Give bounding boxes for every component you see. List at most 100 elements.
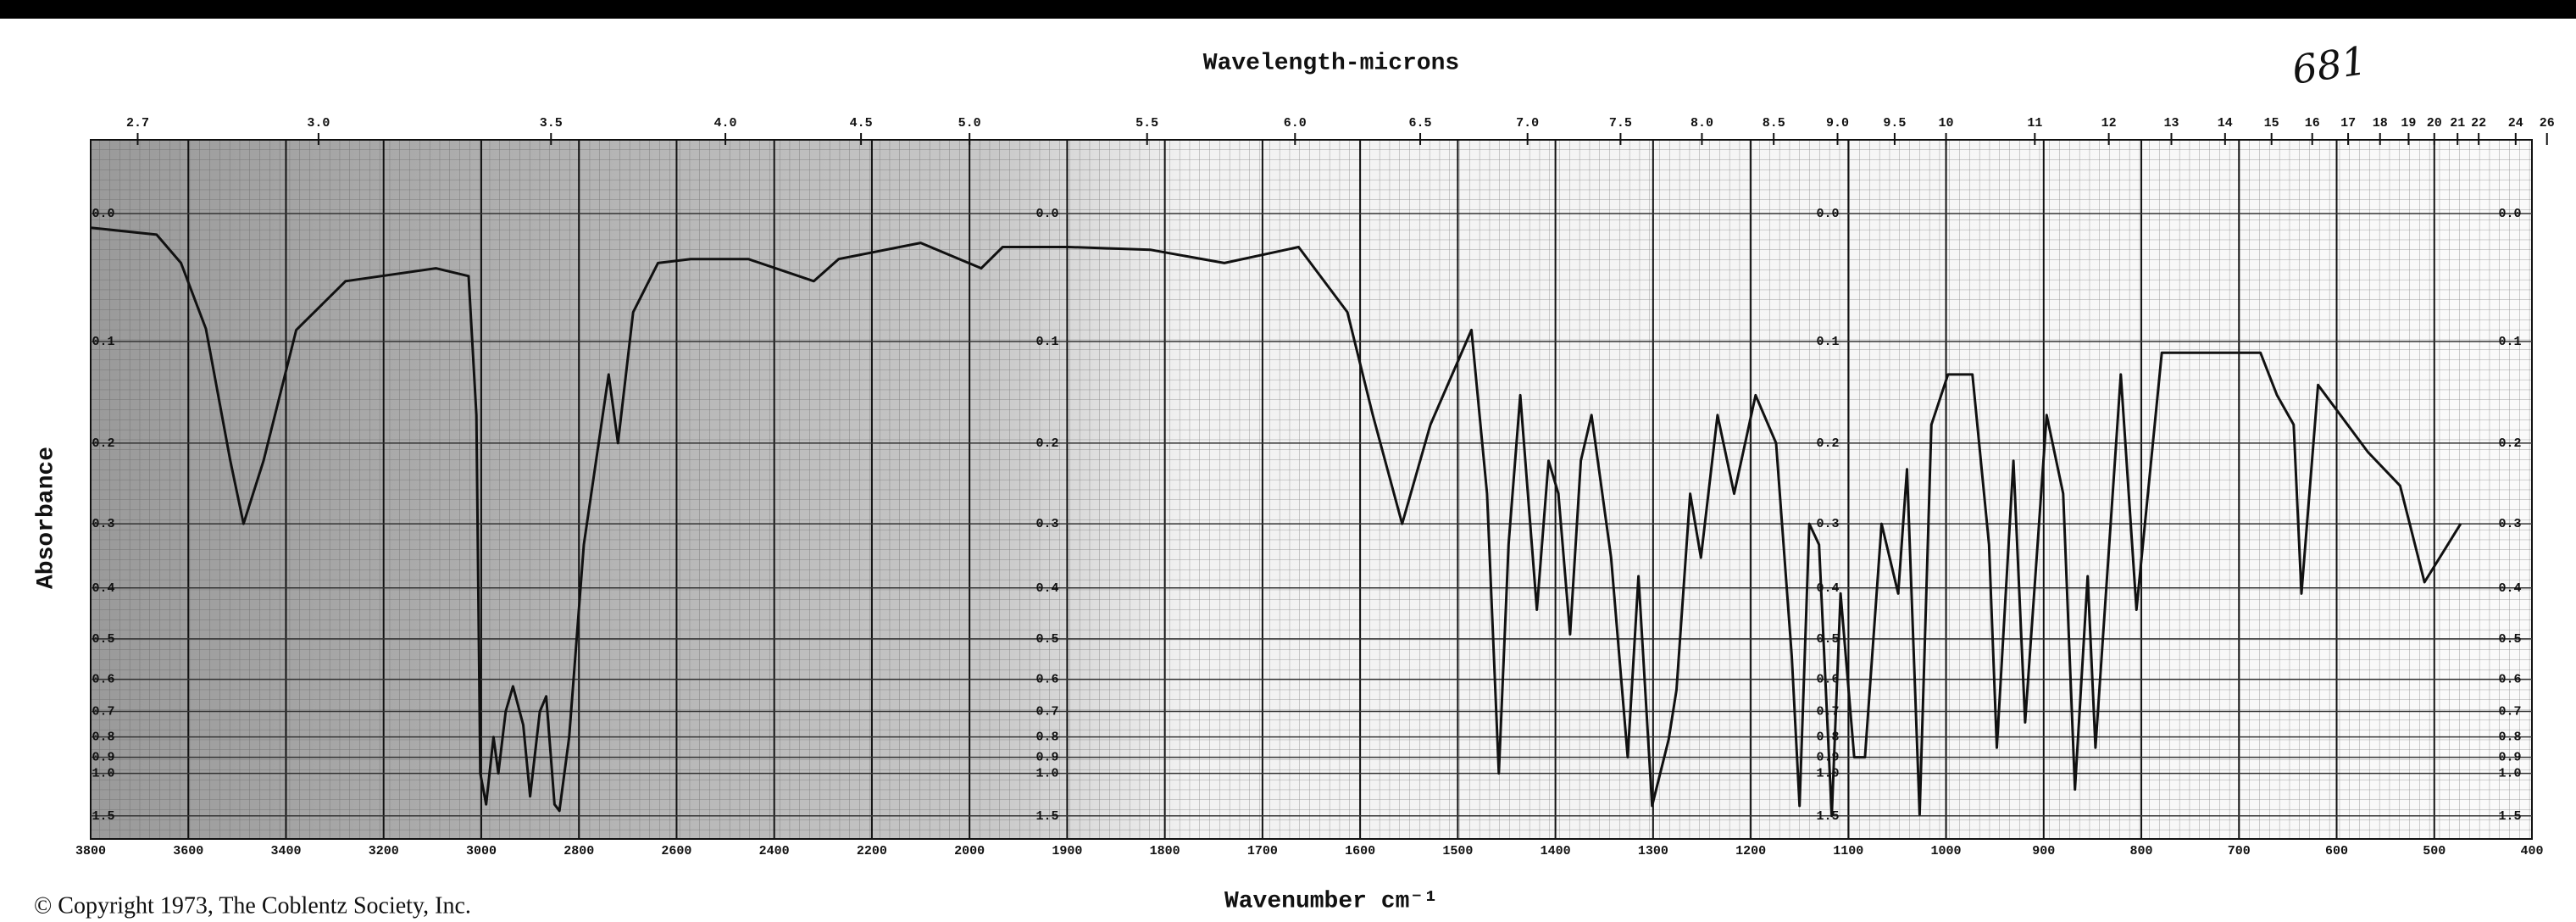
x2-tick-label: 9.0 xyxy=(1826,116,1849,131)
x-tick-label: 500 xyxy=(2423,844,2446,858)
y-tick-label: 0.3 xyxy=(92,517,114,531)
copyright: © Copyright 1973, The Coblentz Society, … xyxy=(34,892,471,919)
fine-grid xyxy=(91,140,2532,839)
x-tick-label: 1800 xyxy=(1150,844,1180,858)
x2-tick-label: 8.0 xyxy=(1690,116,1713,131)
x2-tick-label: 24 xyxy=(2508,116,2523,131)
x2-tick-label: 14 xyxy=(2218,116,2233,131)
x2-tick-label: 12 xyxy=(2101,116,2117,131)
x-axis-title: Wavenumber cm⁻¹ xyxy=(1224,888,1438,914)
y-tick-label: 0.1 xyxy=(1816,335,1839,349)
y-tick-label: 0.6 xyxy=(1816,673,1839,687)
x-tick-label: 1500 xyxy=(1442,844,1473,858)
y-tick-label: 0.3 xyxy=(1035,517,1058,531)
x2-tick-label: 8.5 xyxy=(1763,116,1785,131)
x2-tick-label: 13 xyxy=(2163,116,2179,131)
x2-tick-label: 2.7 xyxy=(126,116,149,131)
x2-tick-label: 20 xyxy=(2427,116,2442,131)
y-tick-label: 0.6 xyxy=(1035,673,1058,687)
y-tick-label: 0.3 xyxy=(1816,517,1839,531)
y-tick-label: 0.2 xyxy=(1035,436,1058,451)
y-tick-label: 0.0 xyxy=(2498,207,2521,221)
y-tick-label: 1.5 xyxy=(2498,809,2521,824)
x2-tick-label: 5.0 xyxy=(958,116,981,131)
x-tick-label: 600 xyxy=(2325,844,2348,858)
y-tick-label: 0.9 xyxy=(92,751,114,765)
y-tick-label: 1.0 xyxy=(2498,767,2521,781)
y-tick-label: 0.4 xyxy=(1035,581,1058,596)
x2-tick-label: 26 xyxy=(2540,116,2555,131)
y-tick-label: 0.1 xyxy=(92,335,114,349)
x2-tick-label: 11 xyxy=(2027,116,2042,131)
x2-tick-label: 10 xyxy=(1939,116,1954,131)
y-tick-label: 0.5 xyxy=(2498,632,2521,647)
y-tick-label: 1.0 xyxy=(92,767,114,781)
x-tick-label: 900 xyxy=(2032,844,2055,858)
y-tick-label: 1.5 xyxy=(1035,809,1058,824)
y-tick-label: 0.1 xyxy=(2498,335,2521,349)
y-tick-label: 0.9 xyxy=(1035,751,1058,765)
x-tick-label: 3200 xyxy=(369,844,399,858)
x2-tick-label: 4.0 xyxy=(714,116,737,131)
y-tick-label: 0.5 xyxy=(92,632,114,647)
x-tick-label: 1300 xyxy=(1638,844,1668,858)
y-tick-label: 0.8 xyxy=(92,730,114,745)
x-tick-label: 1000 xyxy=(1931,844,1962,858)
x-tick-label: 3400 xyxy=(270,844,301,858)
y-tick-label: 0.1 xyxy=(1035,335,1058,349)
x-tick-label: 1200 xyxy=(1735,844,1766,858)
x2-tick-label: 18 xyxy=(2373,116,2388,131)
scan-edge xyxy=(0,0,2576,19)
x2-tick-label: 6.0 xyxy=(1284,116,1307,131)
y-tick-label: 0.4 xyxy=(92,581,114,596)
x-tick-label: 1100 xyxy=(1833,844,1863,858)
y-tick-label: 1.5 xyxy=(1816,809,1839,824)
x-tick-label: 2400 xyxy=(759,844,790,858)
y-tick-label: 0.2 xyxy=(1816,436,1839,451)
x-tick-label: 2600 xyxy=(661,844,691,858)
y-tick-label: 0.0 xyxy=(1035,207,1058,221)
x2-tick-label: 16 xyxy=(2305,116,2320,131)
y-tick-label: 1.0 xyxy=(1035,767,1058,781)
x2-tick-label: 5.5 xyxy=(1135,116,1158,131)
x-tick-label: 2200 xyxy=(857,844,887,858)
x-tick-label: 800 xyxy=(2130,844,2153,858)
y-axis-title: Absorbance xyxy=(33,447,59,589)
y-tick-label: 0.5 xyxy=(1816,632,1839,647)
y-tick-label: 0.0 xyxy=(92,207,114,221)
x-tick-label: 1900 xyxy=(1052,844,1082,858)
handwritten-note: 681 xyxy=(2290,37,2369,93)
y-tick-label: 0.6 xyxy=(92,673,114,687)
y-tick-label: 1.0 xyxy=(1816,767,1839,781)
x2-tick-label: 3.0 xyxy=(307,116,330,131)
x-tick-label: 2800 xyxy=(564,844,594,858)
y-tick-label: 0.3 xyxy=(2498,517,2521,531)
x-tick-label: 700 xyxy=(2228,844,2251,858)
y-tick-label: 0.7 xyxy=(92,705,114,719)
x-tick-label: 1700 xyxy=(1247,844,1278,858)
x2-tick-label: 15 xyxy=(2264,116,2279,131)
x2-tick-label: 9.5 xyxy=(1883,116,1906,131)
y-tick-label: 0.8 xyxy=(2498,730,2521,745)
y-tick-label: 1.5 xyxy=(92,809,114,824)
x-tick-label: 3800 xyxy=(75,844,106,858)
y-tick-label: 0.8 xyxy=(1035,730,1058,745)
x2-tick-label: 7.5 xyxy=(1609,116,1632,131)
x-tick-label: 2000 xyxy=(954,844,985,858)
x-tick-label: 1600 xyxy=(1345,844,1375,858)
x2-tick-label: 21 xyxy=(2450,116,2465,131)
x-tick-label: 3000 xyxy=(466,844,497,858)
x-tick-label: 3600 xyxy=(173,844,203,858)
x2-tick-label: 3.5 xyxy=(540,116,563,131)
y-tick-label: 0.5 xyxy=(1035,632,1058,647)
x-tick-label: 1400 xyxy=(1541,844,1571,858)
x2-tick-label: 4.5 xyxy=(850,116,873,131)
y-tick-label: 0.7 xyxy=(2498,705,2521,719)
y-tick-label: 0.6 xyxy=(2498,673,2521,687)
y-tick-label: 0.0 xyxy=(1816,207,1839,221)
x2-tick-label: 22 xyxy=(2471,116,2486,131)
y-tick-label: 0.2 xyxy=(2498,436,2521,451)
x2-tick-label: 17 xyxy=(2340,116,2356,131)
